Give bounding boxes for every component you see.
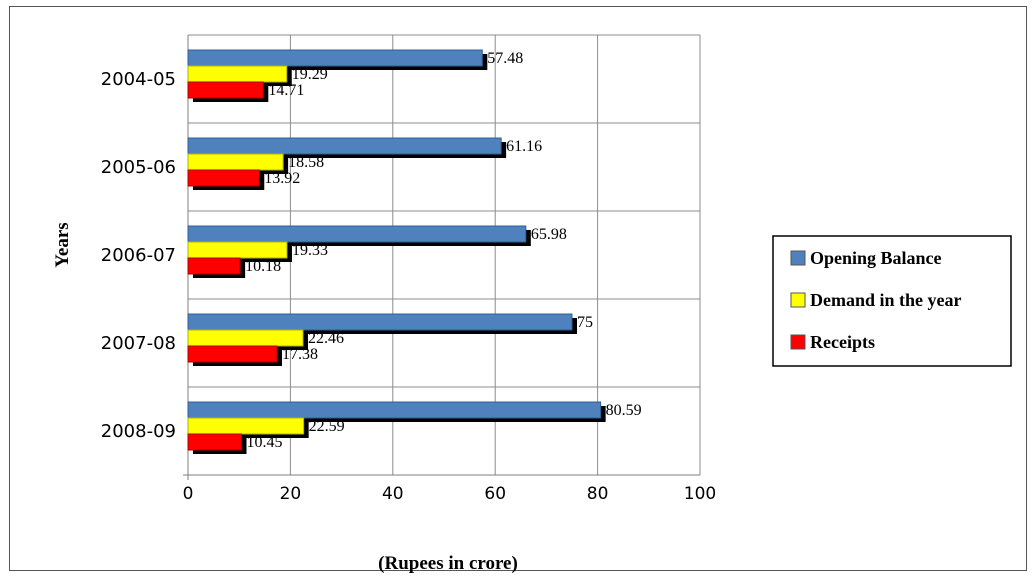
y-tick-label: 2005-06: [101, 157, 176, 178]
bar-opening-balance-2005-06: [187, 137, 502, 155]
bar-demand-in-the-year-2008-09: [187, 417, 305, 435]
y-tick-label: 2007-08: [101, 333, 176, 354]
data-label: 61.16: [506, 138, 542, 155]
bars: [187, 49, 606, 454]
data-label: 10.45: [247, 434, 283, 451]
legend: Opening Balance Demand in the year Receipt…: [772, 235, 1012, 367]
data-label: 19.33: [292, 242, 328, 259]
data-label: 22.46: [308, 330, 344, 347]
bar-opening-balance-2006-07: [187, 225, 527, 243]
x-tick-label: 80: [587, 484, 609, 504]
y-tick-label: 2008-09: [101, 421, 176, 442]
y-tick-label: 2006-07: [101, 245, 176, 266]
x-tick-label: 100: [684, 484, 716, 504]
bar-receipts-2006-07: [187, 257, 241, 275]
data-label: 13.92: [264, 170, 300, 187]
data-label: 10.18: [245, 258, 281, 275]
bar-demand-in-the-year-2007-08: [187, 329, 304, 347]
bar-receipts-2005-06: [187, 169, 260, 187]
data-label: 18.58: [288, 154, 324, 171]
legend-label: Receipts: [810, 332, 875, 352]
data-label: 14.71: [268, 82, 304, 99]
legend-swatch: [790, 292, 806, 308]
data-label: 22.59: [309, 418, 345, 435]
bar-opening-balance-2004-05: [187, 49, 483, 67]
bar-demand-in-the-year-2004-05: [187, 65, 288, 83]
bar-receipts-2004-05: [187, 81, 264, 99]
bar-opening-balance-2008-09: [187, 401, 602, 419]
bar-receipts-2007-08: [187, 345, 278, 363]
y-axis-ticks: 2004-05 2005-06 2006-07 2007-08 2008-09: [101, 69, 176, 442]
bar-opening-balance-2007-08: [187, 313, 573, 331]
legend-swatch: [790, 334, 806, 350]
bar-demand-in-the-year-2006-07: [187, 241, 288, 259]
x-axis-title: (Rupees in crore): [378, 553, 518, 574]
legend-label: Opening Balance: [810, 248, 942, 268]
x-tick-label: 20: [280, 484, 302, 504]
data-label: 57.48: [487, 50, 523, 67]
y-tick-label: 2004-05: [101, 69, 176, 90]
x-tick-label: 40: [382, 484, 404, 504]
legend-label: Demand in the year: [810, 290, 962, 310]
legend-swatch: [790, 250, 806, 266]
data-label: 80.59: [606, 402, 642, 419]
data-label: 75: [577, 314, 593, 331]
data-label: 65.98: [531, 226, 567, 243]
x-axis-ticks: 0 20 40 60 80 100: [183, 484, 717, 504]
bar-receipts-2008-09: [187, 433, 243, 451]
legend-box: [772, 235, 1012, 367]
y-axis-title: Years: [52, 222, 73, 267]
data-label: 17.38: [282, 346, 318, 363]
x-tick-label: 60: [484, 484, 506, 504]
bar-demand-in-the-year-2005-06: [187, 153, 284, 171]
data-label: 19.29: [292, 66, 328, 83]
x-tick-label: 0: [183, 484, 194, 504]
